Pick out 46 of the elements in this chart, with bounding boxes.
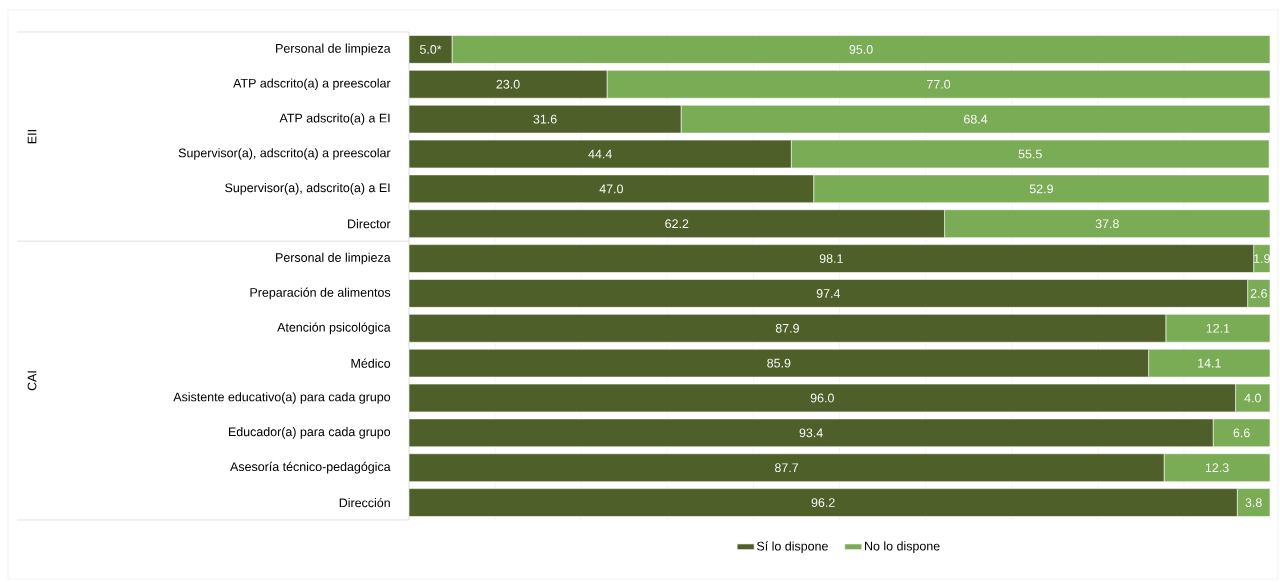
data-label: 2.6 — [1250, 289, 1267, 298]
legend-label: Sí lo dispone — [757, 541, 828, 553]
data-label: 47.0 — [599, 184, 623, 194]
y-tick-label: Preparación de alimentos — [250, 287, 391, 300]
data-label: 62.2 — [665, 219, 689, 229]
data-label: 55.5 — [1018, 149, 1042, 159]
y-tick-label: Atención psicológica — [277, 322, 391, 335]
data-label: 14.1 — [1198, 358, 1221, 368]
data-label: 23.0 — [496, 79, 520, 89]
data-label: 6.6 — [1233, 428, 1250, 438]
y-tick-label: Educador(a) para cada grupo — [228, 427, 391, 439]
y-tick-label: Supervisor(a), adscrito(a) a preescolar — [178, 148, 391, 160]
data-label: 68.4 — [964, 114, 988, 124]
data-label: 52.9 — [1029, 184, 1053, 194]
data-label: 12.1 — [1206, 323, 1230, 333]
y-tick-label: Personal de limpieza — [276, 252, 391, 265]
data-label: 31.6 — [533, 114, 557, 124]
y-tick-label: Personal de limpieza — [276, 43, 391, 56]
y-tick-label: Dirección — [339, 497, 390, 508]
data-label: 4.0 — [1244, 393, 1261, 403]
y-tick-label: ATP adscrito(a) a preescolar — [233, 78, 391, 91]
y-tick-label: Supervisor(a), adscrito(a) a EI — [225, 183, 390, 195]
y-tick-label: Asesoría técnico-pedagógica — [230, 461, 391, 474]
data-label: 98.1 — [819, 254, 843, 263]
y-tick-label: Director — [348, 219, 391, 229]
data-label: 37.8 — [1095, 219, 1119, 229]
data-label: 96.0 — [810, 393, 834, 403]
y-tick-label: Asistente educativo(a) para cada grupo — [173, 392, 391, 404]
data-label: 5.0* — [419, 45, 442, 54]
data-label: 12.3 — [1205, 463, 1229, 473]
data-label: 77.0 — [927, 79, 951, 89]
data-label: 95.0 — [849, 45, 873, 54]
data-label: 87.7 — [774, 463, 799, 473]
data-label: 96.2 — [811, 498, 835, 507]
legend-label: No lo dispone — [865, 541, 940, 553]
data-label: 1.9 — [1254, 254, 1270, 263]
data-label: 87.9 — [775, 323, 799, 333]
text: CAI — [27, 371, 37, 391]
data-label: 3.8 — [1245, 498, 1262, 507]
data-label: 44.4 — [588, 149, 612, 159]
y-tick-label: ATP adscrito(a) a EI — [279, 113, 390, 125]
text: EII — [27, 130, 37, 144]
y-tick-label: Médico — [351, 358, 391, 368]
data-label: 85.9 — [767, 358, 791, 368]
data-label: 97.4 — [816, 289, 841, 298]
data-label: 93.4 — [799, 428, 823, 438]
